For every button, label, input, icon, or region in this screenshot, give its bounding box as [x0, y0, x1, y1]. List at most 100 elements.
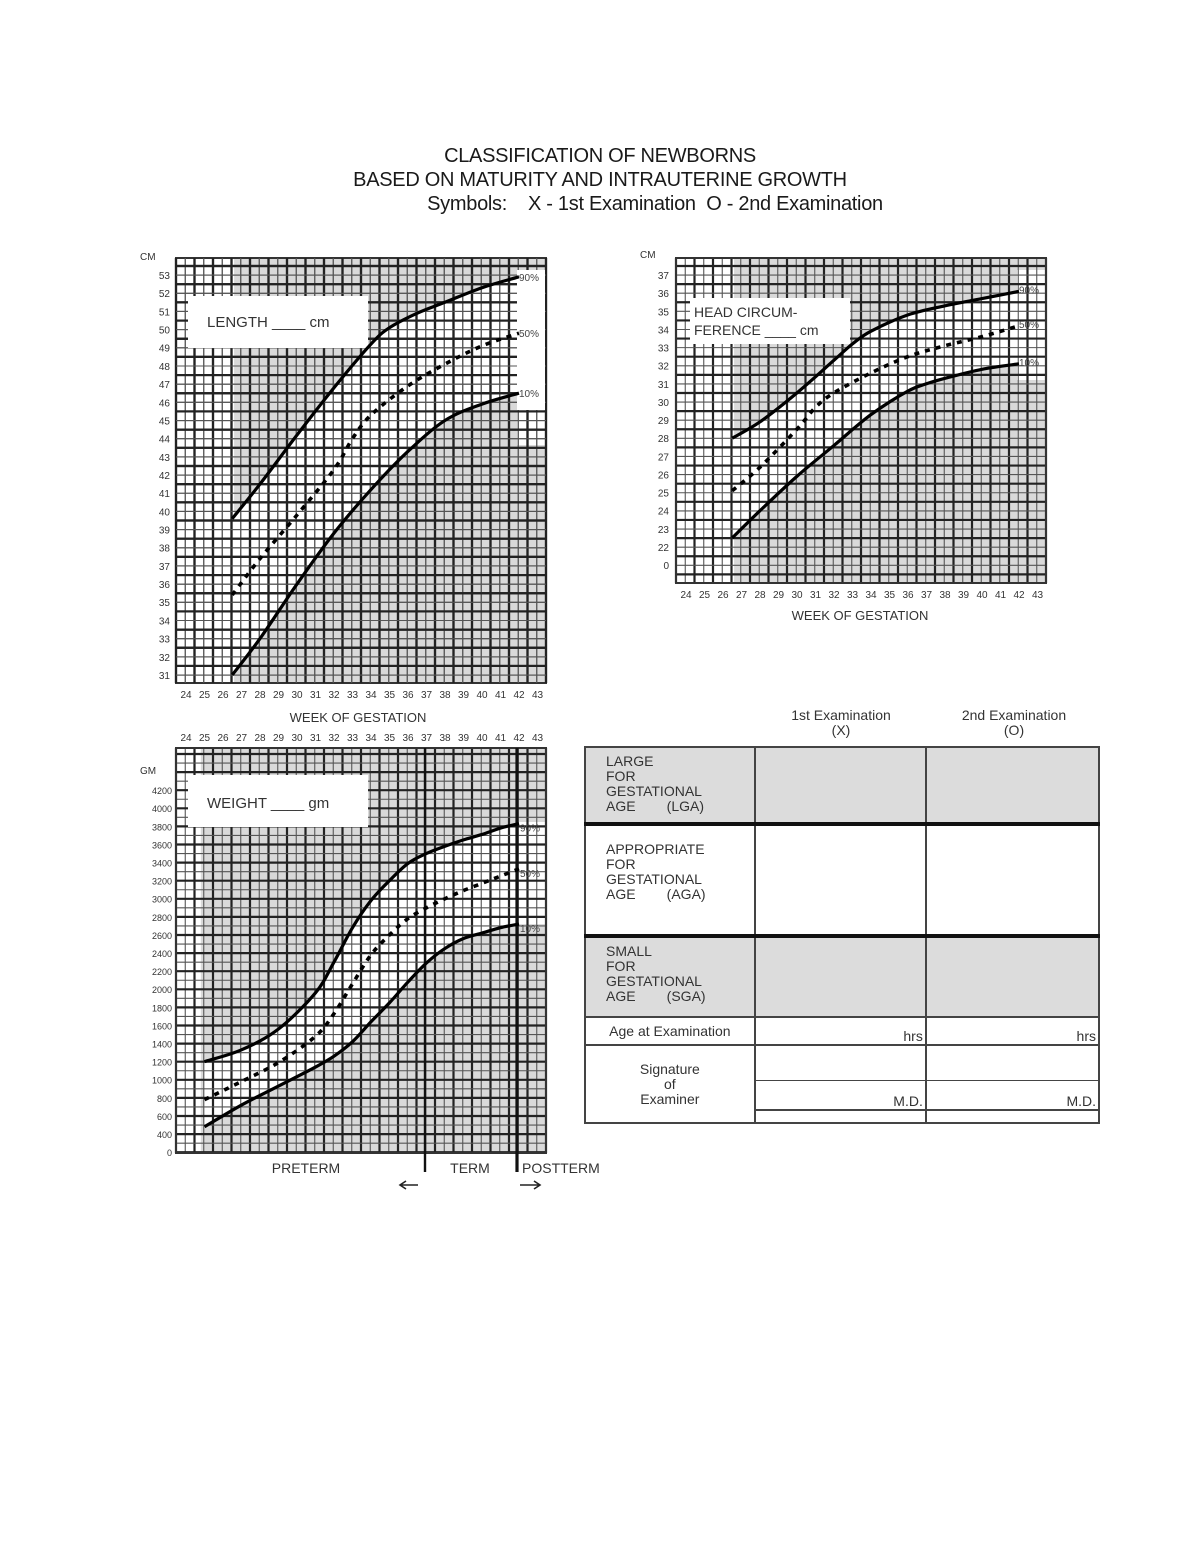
x-tick: 37: [421, 733, 433, 744]
x-tick: 35: [384, 690, 396, 701]
percentile-label: 50%: [520, 869, 540, 880]
postterm-label: POSTTERM: [522, 1160, 600, 1176]
y-tick: 31: [159, 671, 171, 682]
y-tick: 2600: [152, 931, 172, 941]
percentile-label: 50%: [519, 329, 539, 340]
age-2nd-exam-field[interactable]: hrs: [924, 1016, 1101, 1046]
y-tick: 44: [159, 435, 171, 446]
y-tick: 1400: [152, 1040, 172, 1050]
x-tick: 40: [976, 590, 988, 601]
examination-table: LARGE FOR GESTATIONAL AGE (LGA) APPROPRI…: [584, 746, 1101, 1124]
col-head-2nd-symbol: (O): [1003, 722, 1025, 738]
y-tick: 48: [159, 362, 171, 373]
y-tick: 34: [159, 616, 171, 627]
aga-label: APPROPRIATE FOR GESTATIONAL AGE (AGA): [584, 823, 756, 938]
curve-10pct: [731, 362, 1020, 540]
sga-2nd-exam-cell[interactable]: [924, 935, 1101, 1018]
signature-2nd-exam-field[interactable]: [924, 1044, 1101, 1082]
percentile-label: 10%: [520, 924, 540, 935]
hrs-unit: hrs: [1076, 1028, 1096, 1044]
sga-1st-exam-cell[interactable]: [753, 935, 927, 1018]
y-tick: 36: [159, 580, 171, 591]
x-tick: 25: [699, 590, 711, 601]
y-tick: 49: [159, 344, 171, 355]
row-aga: APPROPRIATE FOR GESTATIONAL AGE (AGA): [584, 823, 1101, 938]
x-tick: 30: [791, 590, 803, 601]
head-label-box: [690, 298, 850, 344]
length-label: LENGTH ____ cm: [207, 314, 330, 331]
title-line-2: BASED ON MATURITY AND INTRAUTERINE GROWT…: [353, 169, 847, 191]
x-tick: 31: [310, 690, 322, 701]
x-tick: 28: [254, 690, 266, 701]
aga-line: GESTATIONAL: [606, 871, 702, 887]
y-tick: 32: [658, 362, 670, 373]
term-label: TERM: [450, 1160, 490, 1176]
y-tick: 0: [167, 1148, 172, 1158]
x-tick: 39: [458, 690, 470, 701]
x-tick: 24: [180, 733, 192, 744]
x-tick: 41: [495, 690, 507, 701]
head-unit: CM: [640, 250, 656, 261]
aga-1st-exam-cell[interactable]: [753, 823, 927, 938]
y-tick: 600: [157, 1112, 172, 1122]
percentile-label: 90%: [520, 824, 540, 835]
lga-line: GESTATIONAL: [606, 783, 702, 799]
y-tick: 39: [159, 526, 171, 537]
y-tick: 30: [658, 398, 670, 409]
y-tick: 27: [658, 452, 670, 463]
curve-10pct: [203, 922, 520, 1129]
sga-line: SMALL: [606, 943, 652, 959]
y-tick: 26: [658, 470, 670, 481]
col-head-1st-exam: 1st Examination (X): [756, 708, 926, 738]
y-tick: 23: [658, 525, 670, 536]
md-2nd-exam: M.D.: [924, 1080, 1101, 1112]
x-tick: 42: [513, 690, 525, 701]
y-tick: 38: [159, 544, 171, 555]
y-tick: 0: [663, 561, 669, 572]
signature-1st-exam-field[interactable]: [753, 1044, 927, 1082]
curve-90pct: [231, 275, 520, 520]
col-head-2nd-label: 2nd Examination: [961, 707, 1067, 723]
weight-chart: WEIGHT ____ gm 90% 50% 10% 24 25 26 27 28 29 30 31 3…: [140, 733, 600, 1190]
x-tick: 31: [310, 733, 322, 744]
y-tick: 2800: [152, 913, 172, 923]
aga-line: APPROPRIATE: [606, 841, 705, 857]
curve-50pct: [203, 867, 520, 1102]
x-tick: 37: [921, 590, 933, 601]
arrow-left-icon: [398, 1180, 418, 1190]
y-tick: 36: [658, 289, 670, 300]
x-tick: 30: [291, 690, 303, 701]
y-tick: 25: [658, 489, 670, 500]
y-tick: 37: [159, 562, 171, 573]
x-tick: 39: [458, 733, 470, 744]
lga-label: LARGE FOR GESTATIONAL AGE (LGA): [584, 746, 756, 826]
row-signature-bottom: [585, 1109, 1101, 1124]
x-tick: 29: [273, 690, 285, 701]
col-head-1st-label: 1st Examination: [791, 707, 891, 723]
y-tick: 31: [658, 380, 670, 391]
aga-2nd-exam-cell[interactable]: [924, 823, 1101, 938]
lga-2nd-exam-cell[interactable]: [924, 746, 1101, 826]
preterm-label: PRETERM: [272, 1160, 340, 1176]
y-tick: 51: [159, 307, 171, 318]
x-tick: 32: [328, 690, 340, 701]
x-tick: 32: [328, 733, 340, 744]
x-tick: 29: [773, 590, 785, 601]
x-tick: 40: [476, 733, 488, 744]
x-tick: 33: [347, 690, 359, 701]
md-suffix: M.D.: [893, 1093, 923, 1110]
lga-line: FOR: [606, 768, 636, 784]
x-tick: 43: [532, 690, 544, 701]
x-tick: 30: [291, 733, 303, 744]
y-tick: 33: [159, 635, 171, 646]
head-label-line2: FERENCE ____ cm: [694, 322, 818, 338]
y-tick: 3200: [152, 877, 172, 887]
age-1st-exam-field[interactable]: hrs: [753, 1016, 927, 1046]
length-plot: LENGTH ____ cm 90% 50% 10%: [174, 257, 548, 684]
lga-1st-exam-cell[interactable]: [753, 746, 927, 826]
y-tick: 3000: [152, 895, 172, 905]
y-tick: 34: [658, 325, 670, 336]
x-tick: 27: [236, 690, 248, 701]
x-tick: 24: [680, 590, 692, 601]
sga-label: SMALL FOR GESTATIONAL AGE (SGA): [584, 935, 756, 1018]
